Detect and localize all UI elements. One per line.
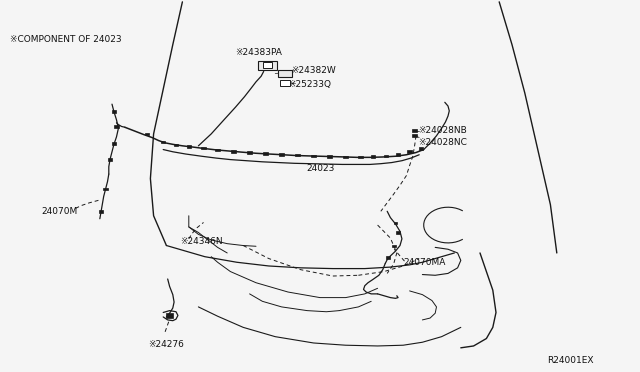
Bar [280, 153, 284, 155]
Text: ※24028NC: ※24028NC [418, 138, 467, 147]
Bar [99, 210, 104, 213]
Bar [161, 141, 165, 143]
Bar [396, 231, 400, 234]
Bar [248, 151, 252, 154]
Text: ※COMPONENT OF 24023: ※COMPONENT OF 24023 [10, 35, 121, 44]
Bar [344, 155, 348, 158]
Bar [358, 155, 362, 158]
Bar [174, 144, 178, 146]
Bar [232, 150, 236, 153]
Bar [201, 147, 206, 149]
Text: ※24382W: ※24382W [291, 66, 336, 75]
Bar [278, 70, 292, 77]
Text: ※24346N: ※24346N [180, 237, 223, 246]
Bar [328, 155, 332, 158]
Text: 24023: 24023 [306, 164, 334, 173]
Bar [280, 80, 290, 86]
Bar [392, 245, 396, 247]
Bar [215, 148, 220, 151]
Text: ※25233Q: ※25233Q [288, 80, 331, 89]
Bar [412, 129, 417, 132]
Bar [408, 150, 412, 153]
Bar [166, 313, 173, 318]
Bar [312, 154, 316, 157]
Bar [264, 152, 268, 155]
Text: 24070MA: 24070MA [403, 258, 445, 267]
Bar [386, 256, 390, 259]
Bar [187, 145, 191, 148]
Text: ※24276: ※24276 [148, 340, 184, 349]
Bar [419, 147, 424, 150]
Text: ※24383PA: ※24383PA [236, 48, 282, 57]
Bar [104, 187, 108, 190]
Bar [111, 110, 116, 113]
Text: ※24028NB: ※24028NB [418, 126, 467, 135]
Bar [384, 154, 388, 157]
Bar [394, 222, 397, 224]
Bar [412, 134, 417, 137]
Bar [396, 153, 401, 155]
Text: R24001EX: R24001EX [547, 356, 594, 365]
Bar [371, 155, 375, 158]
Text: 24070M: 24070M [42, 207, 78, 216]
Bar [145, 132, 150, 135]
Bar [111, 142, 116, 144]
Bar [114, 125, 119, 128]
Bar [263, 62, 272, 68]
Bar [108, 158, 113, 161]
Bar [296, 154, 300, 156]
Bar [258, 61, 277, 70]
